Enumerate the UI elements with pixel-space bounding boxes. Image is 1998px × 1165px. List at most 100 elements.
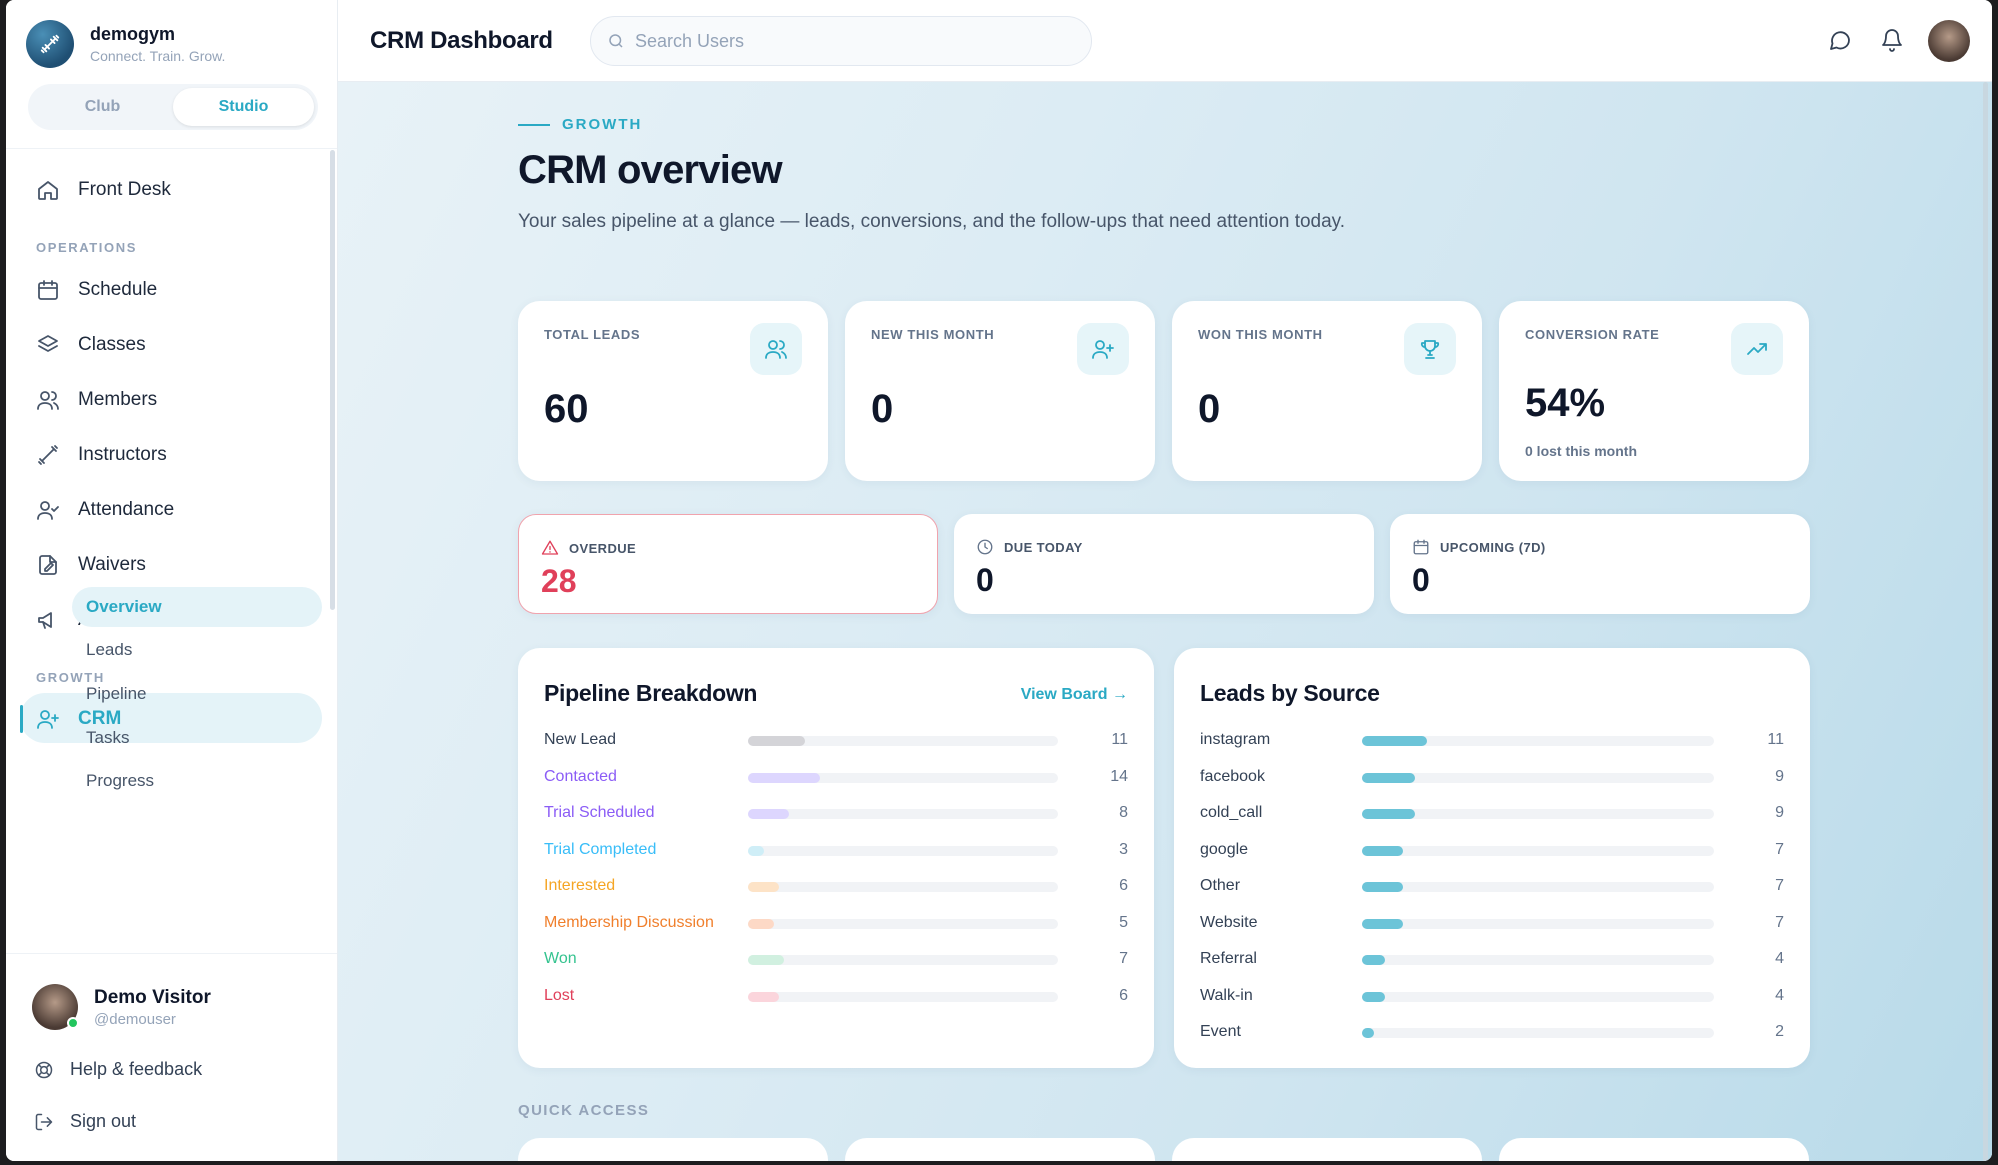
page-title: CRM Dashboard xyxy=(370,27,553,54)
messages-button[interactable] xyxy=(1828,28,1852,52)
sidebar-subitem-progress[interactable]: Progress xyxy=(86,771,155,790)
pipeline-row[interactable]: Interested 6 xyxy=(544,874,1128,898)
source-row[interactable]: facebook 9 xyxy=(1200,765,1784,789)
main-scrollbar[interactable] xyxy=(1983,82,1988,1161)
source-row[interactable]: cold_call 9 xyxy=(1200,801,1784,825)
notifications-button[interactable] xyxy=(1880,28,1904,52)
quick-access-card[interactable] xyxy=(1499,1138,1809,1161)
sidebar-item-members[interactable]: Members xyxy=(36,388,157,412)
quick-access-card[interactable] xyxy=(518,1138,828,1161)
row-bar-track xyxy=(748,736,1058,746)
row-bar-track xyxy=(748,809,1058,819)
sidebar-item-label: Front Desk xyxy=(78,179,171,200)
divider xyxy=(6,953,337,954)
stat-label: TOTAL LEADS xyxy=(544,327,641,342)
row-bar-track xyxy=(1362,991,1714,1002)
pipeline-row[interactable]: Lost 6 xyxy=(544,984,1128,1008)
row-count: 6 xyxy=(1119,986,1128,1004)
user-profile[interactable]: Demo Visitor @demouser xyxy=(32,984,211,1030)
stat-label: NEW THIS MONTH xyxy=(871,327,995,342)
app-window: demogym Connect. Train. Grow. Club Studi… xyxy=(6,0,1992,1161)
club-studio-switch: Club Studio xyxy=(28,84,318,130)
pipeline-breakdown-panel: Pipeline Breakdown View Board → New Lead… xyxy=(518,648,1154,1068)
brand[interactable]: demogym Connect. Train. Grow. xyxy=(26,20,225,68)
row-bar-track xyxy=(1362,918,1714,929)
quick-access-card[interactable] xyxy=(845,1138,1155,1161)
search-input[interactable] xyxy=(635,30,1035,52)
alert-triangle-icon xyxy=(541,540,559,555)
row-bar-track xyxy=(1362,1028,1714,1038)
source-row[interactable]: Referral 4 xyxy=(1200,947,1784,971)
source-row[interactable]: Other 7 xyxy=(1200,874,1784,898)
pipeline-row[interactable]: New Lead 11 xyxy=(544,728,1128,752)
pipeline-row[interactable]: Contacted 14 xyxy=(544,765,1128,789)
online-status-dot xyxy=(67,1017,79,1029)
row-label: facebook xyxy=(1200,767,1265,785)
source-row[interactable]: instagram 11 xyxy=(1200,728,1784,752)
sidebar-item-classes[interactable]: Classes xyxy=(36,333,146,357)
avatar xyxy=(32,984,79,1030)
row-count: 3 xyxy=(1119,840,1128,858)
source-row[interactable]: google 7 xyxy=(1200,838,1784,862)
quick-access-label: QUICK ACCESS xyxy=(518,1102,650,1119)
quick-access-card[interactable] xyxy=(1172,1138,1482,1161)
sidebar-item-attendance[interactable]: Attendance xyxy=(36,498,174,522)
pipeline-row[interactable]: Membership Discussion 5 xyxy=(544,911,1128,935)
sidebar-nav: Front Desk OPERATIONS Schedule Classes M… xyxy=(6,150,331,952)
calendar-icon xyxy=(38,280,58,300)
row-bar-fill xyxy=(1362,955,1386,965)
sign-out-link[interactable]: Sign out xyxy=(34,1111,136,1132)
row-label: instagram xyxy=(1200,731,1271,748)
stat-value: 0 xyxy=(871,387,894,431)
sidebar-item-instructors[interactable]: Instructors xyxy=(36,443,167,467)
row-count: 5 xyxy=(1119,913,1128,931)
source-row[interactable]: Event 2 xyxy=(1200,1020,1784,1044)
sidebar-subitem-pipeline[interactable]: Pipeline xyxy=(86,684,147,703)
page-description: Your sales pipeline at a glance — leads,… xyxy=(518,211,1346,232)
row-bar-fill xyxy=(1362,1028,1374,1038)
sidebar-item-waivers[interactable]: Waivers xyxy=(36,553,146,577)
followup-overdue[interactable]: OVERDUE 28 xyxy=(518,514,938,614)
sidebar-item-front-desk[interactable]: Front Desk xyxy=(36,178,171,202)
sidebar-item-label: Classes xyxy=(78,334,146,355)
sidebar-item-schedule[interactable]: Schedule xyxy=(36,278,157,302)
pipeline-row[interactable]: Trial Scheduled 8 xyxy=(544,801,1128,825)
sidebar-item-crm[interactable]: CRM xyxy=(36,707,121,731)
help-feedback-link[interactable]: Help & feedback xyxy=(34,1059,202,1080)
pipeline-row[interactable]: Trial Completed 3 xyxy=(544,838,1128,862)
eyebrow-text: GROWTH xyxy=(562,116,643,133)
pipeline-row[interactable]: Won 7 xyxy=(544,947,1128,971)
followup-upcoming[interactable]: UPCOMING (7D) 0 xyxy=(1390,514,1810,614)
row-count: 11 xyxy=(1767,731,1784,748)
row-bar-track xyxy=(1362,809,1714,819)
sidebar-subitem-overview[interactable]: Overview xyxy=(86,597,162,616)
clock-icon xyxy=(977,539,993,555)
row-bar-fill xyxy=(748,809,790,819)
view-board-link[interactable]: View Board → xyxy=(1020,686,1128,703)
sidebar-subitem-leads[interactable]: Leads xyxy=(86,640,133,659)
stat-value: 54% xyxy=(1525,381,1606,425)
row-label: Contacted xyxy=(544,767,617,785)
sidebar-scrollbar[interactable] xyxy=(330,150,335,610)
source-row[interactable]: Walk-in 4 xyxy=(1200,984,1784,1008)
row-label: Membership Discussion xyxy=(544,913,714,931)
divider xyxy=(6,148,337,149)
search-bar[interactable] xyxy=(590,16,1092,66)
followup-due-today[interactable]: DUE TODAY 0 xyxy=(954,514,1374,614)
megaphone-icon xyxy=(38,612,52,629)
row-count: 11 xyxy=(1111,731,1128,748)
sidebar-item-label: Attendance xyxy=(78,499,175,520)
sidebar-item-label: Waivers xyxy=(78,554,146,575)
row-label: Event xyxy=(1200,1023,1241,1040)
sidebar-item-label: Members xyxy=(78,389,158,410)
row-count: 7 xyxy=(1775,877,1784,894)
row-label: Trial Completed xyxy=(544,840,657,858)
trending-up-icon xyxy=(1731,323,1783,375)
sidebar-subitem-tasks[interactable]: Tasks xyxy=(86,728,130,747)
row-label: Trial Scheduled xyxy=(544,804,655,821)
switch-club[interactable]: Club xyxy=(84,98,121,115)
header-avatar[interactable] xyxy=(1928,20,1970,62)
switch-studio[interactable]: Studio xyxy=(173,88,314,126)
row-bar-fill xyxy=(748,882,779,892)
source-row[interactable]: Website 7 xyxy=(1200,911,1784,935)
